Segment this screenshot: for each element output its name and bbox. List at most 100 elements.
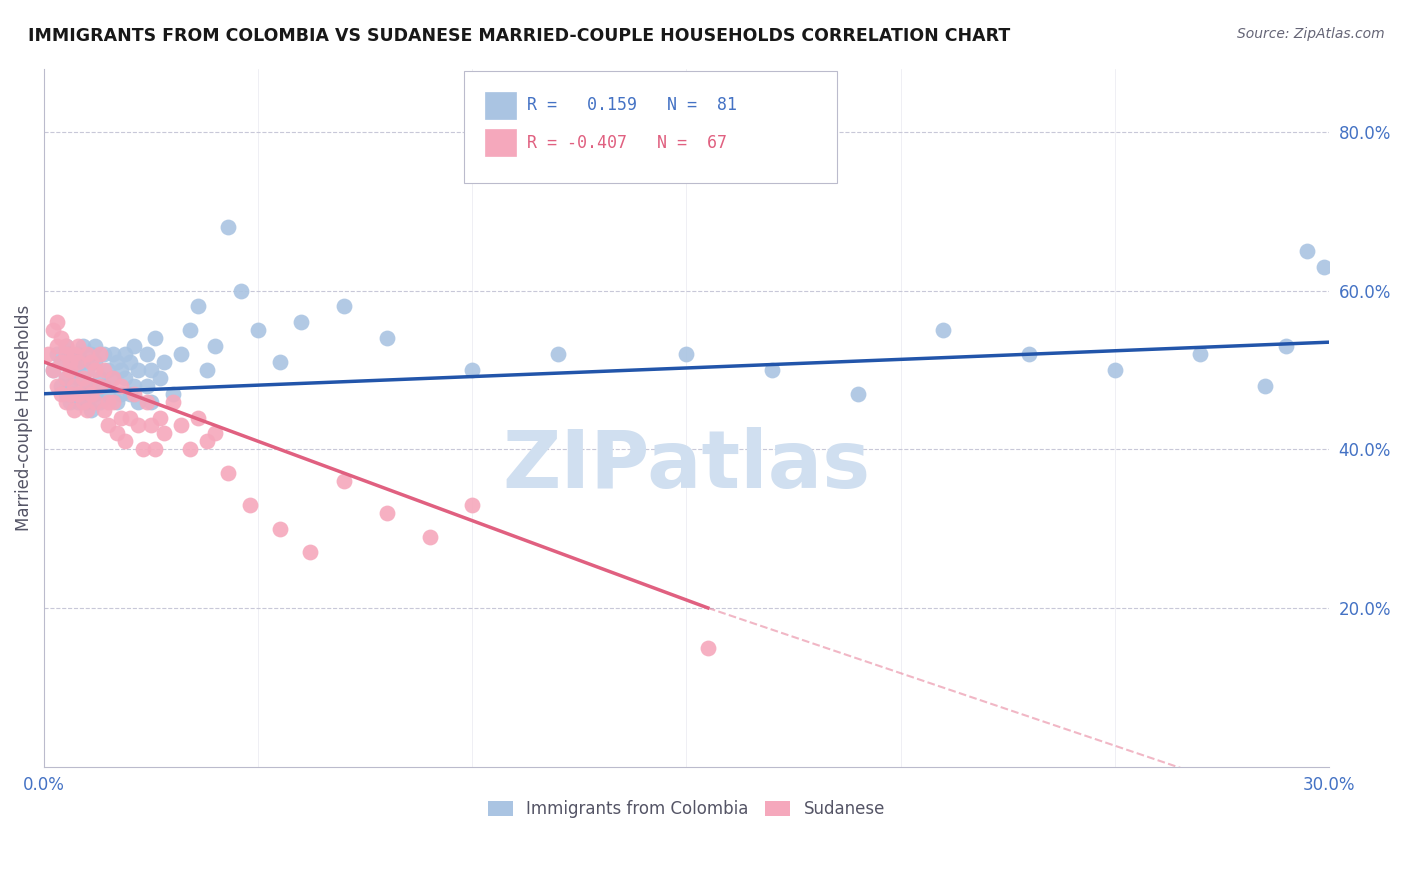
Point (187, 410, 209, 425)
Point (114, 347, 136, 361)
Point (170, 347, 193, 361)
Point (51, 331, 73, 345)
Point (101, 394, 124, 409)
Point (101, 347, 124, 361)
Text: Source: ZipAtlas.com: Source: ZipAtlas.com (1237, 27, 1385, 41)
Point (84, 355, 107, 369)
Text: R =   0.159   N =  81: R = 0.159 N = 81 (527, 96, 737, 114)
Point (461, 363, 484, 377)
Point (63, 386, 86, 401)
Point (195, 363, 218, 377)
Point (239, 498, 262, 512)
Point (41, 363, 63, 377)
Point (122, 379, 145, 393)
Point (298, 545, 321, 559)
Point (80, 347, 103, 361)
Point (46, 347, 69, 361)
Point (37, 347, 59, 361)
Point (1313, 260, 1336, 274)
Point (187, 300, 209, 314)
Point (149, 410, 172, 425)
Point (93, 402, 115, 417)
Point (135, 347, 157, 361)
Text: ZIPatlas: ZIPatlas (502, 427, 870, 506)
Point (118, 386, 141, 401)
Point (195, 434, 218, 449)
Point (59, 355, 82, 369)
Point (59, 363, 82, 377)
Point (67, 386, 90, 401)
Point (89, 347, 111, 361)
Point (675, 347, 697, 361)
Point (1275, 339, 1298, 353)
Point (135, 394, 157, 409)
Point (149, 371, 172, 385)
Point (135, 379, 157, 393)
Point (932, 323, 955, 337)
Point (51, 379, 73, 393)
Point (114, 371, 136, 385)
Point (63, 379, 86, 393)
Point (846, 386, 869, 401)
Point (333, 300, 356, 314)
Point (59, 394, 82, 409)
Point (55, 371, 77, 385)
Point (229, 284, 252, 298)
Point (547, 347, 569, 361)
Point (93, 347, 115, 361)
Point (59, 379, 82, 393)
Point (97, 418, 120, 433)
Point (162, 386, 184, 401)
Point (105, 426, 128, 441)
Point (179, 442, 201, 457)
Point (290, 315, 312, 329)
Point (72, 339, 94, 353)
Point (1104, 363, 1126, 377)
Text: IMMIGRANTS FROM COLOMBIA VS SUDANESE MARRIED-COUPLE HOUSEHOLDS CORRELATION CHART: IMMIGRANTS FROM COLOMBIA VS SUDANESE MAR… (28, 27, 1011, 45)
Point (51, 355, 73, 369)
Point (76, 379, 98, 393)
Point (97, 386, 120, 401)
Point (76, 379, 98, 393)
Point (46, 339, 69, 353)
Point (1253, 379, 1275, 393)
Point (76, 402, 98, 417)
Point (80, 355, 103, 369)
Point (63, 363, 86, 377)
Point (84, 386, 107, 401)
Point (55, 347, 77, 361)
Point (110, 386, 132, 401)
Point (89, 379, 111, 393)
Point (55, 386, 77, 401)
Point (110, 410, 132, 425)
Point (72, 371, 94, 385)
Point (67, 394, 90, 409)
Point (105, 394, 128, 409)
Point (67, 371, 90, 385)
Point (118, 410, 141, 425)
Point (217, 220, 239, 235)
Point (269, 355, 291, 369)
Point (55, 371, 77, 385)
Y-axis label: Married-couple Households: Married-couple Households (15, 304, 32, 531)
Point (84, 394, 107, 409)
Point (110, 379, 132, 393)
Point (269, 522, 291, 536)
Point (131, 442, 153, 457)
Point (122, 386, 145, 401)
Point (1296, 244, 1319, 258)
Point (761, 363, 783, 377)
Point (696, 640, 718, 655)
Point (72, 355, 94, 369)
Point (114, 434, 136, 449)
Point (51, 355, 73, 369)
Point (67, 347, 90, 361)
Point (51, 386, 73, 401)
Point (141, 394, 163, 409)
Point (93, 363, 115, 377)
Point (153, 355, 176, 369)
Point (145, 331, 167, 345)
Point (122, 339, 145, 353)
Point (375, 331, 398, 345)
Point (76, 347, 98, 361)
